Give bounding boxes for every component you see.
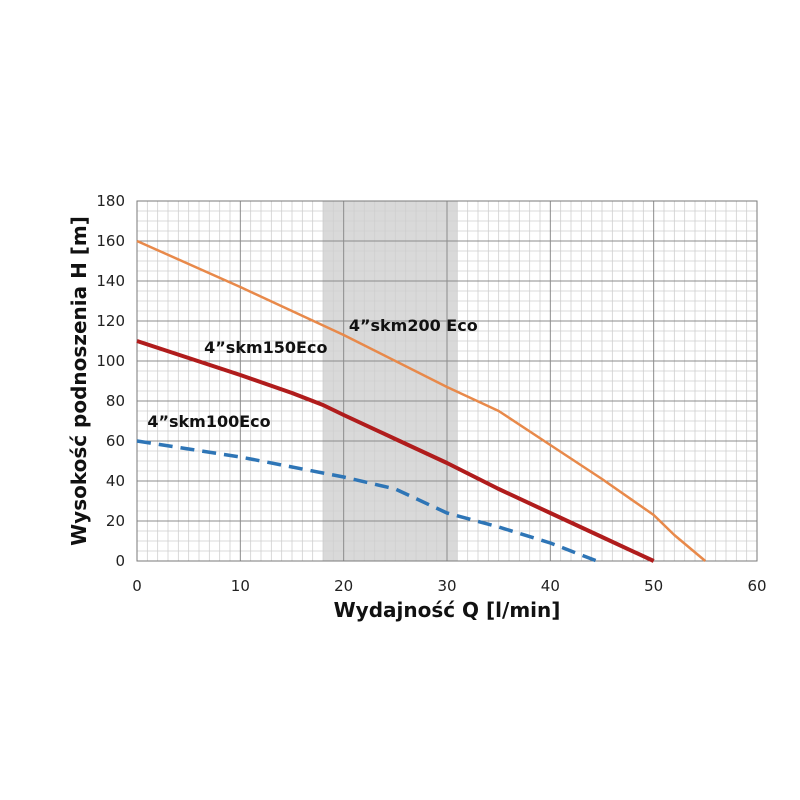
y-axis-title: Wysokość podnoszenia H [m] (67, 216, 91, 546)
series-layer (136, 239, 707, 563)
series-line-1 (136, 239, 707, 562)
x-axis-title: Wydajność Q [l/min] (334, 598, 561, 622)
y-tick-label: 180 (96, 192, 125, 210)
x-tick-label: 0 (132, 577, 142, 595)
series-line-2 (136, 339, 655, 563)
series-line-3 (136, 439, 598, 563)
y-tick-label: 0 (115, 552, 125, 570)
series-label-3: 4”skm100Eco (147, 412, 270, 431)
y-tick-label: 80 (106, 392, 125, 410)
y-tick-label: 40 (106, 472, 125, 490)
x-tick-label: 10 (231, 577, 250, 595)
annotation-layer: 4”skm200 Eco 4”skm150Eco 4”skm100Eco (147, 316, 477, 431)
x-tick-label: 50 (644, 577, 663, 595)
y-tick-label: 100 (96, 352, 125, 370)
y-tick-label: 20 (106, 512, 125, 530)
series-label-2: 4”skm150Eco (204, 338, 327, 357)
x-tick-label: 40 (541, 577, 560, 595)
y-tick-label: 60 (106, 432, 125, 450)
plot-area-border (136, 200, 758, 562)
x-tick-label: 20 (334, 577, 353, 595)
x-tick-label: 30 (437, 577, 456, 595)
series-label-1: 4”skm200 Eco (349, 316, 478, 335)
tick-label-layer: 0 10 20 30 40 50 60 0 20 40 60 80 100 120 140 160 180 (96, 192, 766, 595)
y-tick-label: 160 (96, 232, 125, 250)
x-tick-label: 60 (747, 577, 766, 595)
y-tick-label: 140 (96, 272, 125, 290)
y-tick-label: 120 (96, 312, 125, 330)
grid-layer (136, 200, 758, 562)
